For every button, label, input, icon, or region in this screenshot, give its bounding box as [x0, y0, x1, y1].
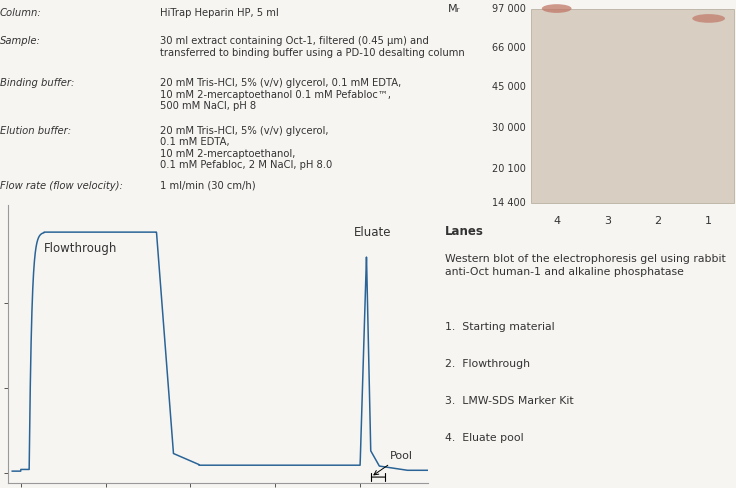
Text: Sample:: Sample:: [0, 36, 41, 46]
Text: 2.  Flowthrough: 2. Flowthrough: [445, 359, 530, 369]
Text: 3.  LMW-SDS Marker Kit: 3. LMW-SDS Marker Kit: [445, 396, 573, 406]
Ellipse shape: [693, 14, 725, 23]
Text: 45 000: 45 000: [492, 81, 526, 92]
Text: 4.  Eluate pool: 4. Eluate pool: [445, 433, 523, 443]
Ellipse shape: [542, 4, 572, 13]
Text: 20 100: 20 100: [492, 163, 526, 174]
Text: 4: 4: [553, 216, 560, 225]
Text: Binding buffer:: Binding buffer:: [0, 78, 74, 88]
Text: 1: 1: [705, 216, 712, 225]
Text: 97 000: 97 000: [492, 3, 526, 14]
Text: Mᵣ: Mᵣ: [448, 4, 461, 14]
Text: Flow rate (flow velocity):: Flow rate (flow velocity):: [0, 181, 123, 191]
Text: Column:: Column:: [0, 8, 42, 18]
Bar: [531, 8, 734, 203]
Text: Flowthrough: Flowthrough: [43, 243, 117, 255]
Text: Western blot of the electrophoresis gel using rabbit
anti-Oct human-1 and alkali: Western blot of the electrophoresis gel …: [445, 254, 726, 277]
Text: Pool: Pool: [374, 451, 413, 475]
Text: 2: 2: [654, 216, 662, 225]
Text: 20 mM Tris-HCl, 5% (v/v) glycerol, 0.1 mM EDTA,
10 mM 2-mercaptoethanol 0.1 mM P: 20 mM Tris-HCl, 5% (v/v) glycerol, 0.1 m…: [160, 78, 402, 111]
Text: 20 mM Tris-HCl, 5% (v/v) glycerol,
0.1 mM EDTA,
10 mM 2-mercaptoethanol,
0.1 mM : 20 mM Tris-HCl, 5% (v/v) glycerol, 0.1 m…: [160, 125, 333, 170]
Text: Lanes: Lanes: [445, 224, 484, 238]
Text: 14 400: 14 400: [492, 198, 526, 207]
Text: 30 000: 30 000: [492, 123, 526, 133]
Text: 66 000: 66 000: [492, 43, 526, 53]
Text: 3: 3: [604, 216, 611, 225]
Text: 1 ml/min (30 cm/h): 1 ml/min (30 cm/h): [160, 181, 256, 191]
Text: 1.  Starting material: 1. Starting material: [445, 322, 554, 332]
Text: Elution buffer:: Elution buffer:: [0, 125, 71, 136]
Text: HiTrap Heparin HP, 5 ml: HiTrap Heparin HP, 5 ml: [160, 8, 279, 18]
Text: 30 ml extract containing Oct-1, filtered (0.45 μm) and
transferred to binding bu: 30 ml extract containing Oct-1, filtered…: [160, 36, 465, 58]
Text: Eluate: Eluate: [354, 225, 392, 239]
